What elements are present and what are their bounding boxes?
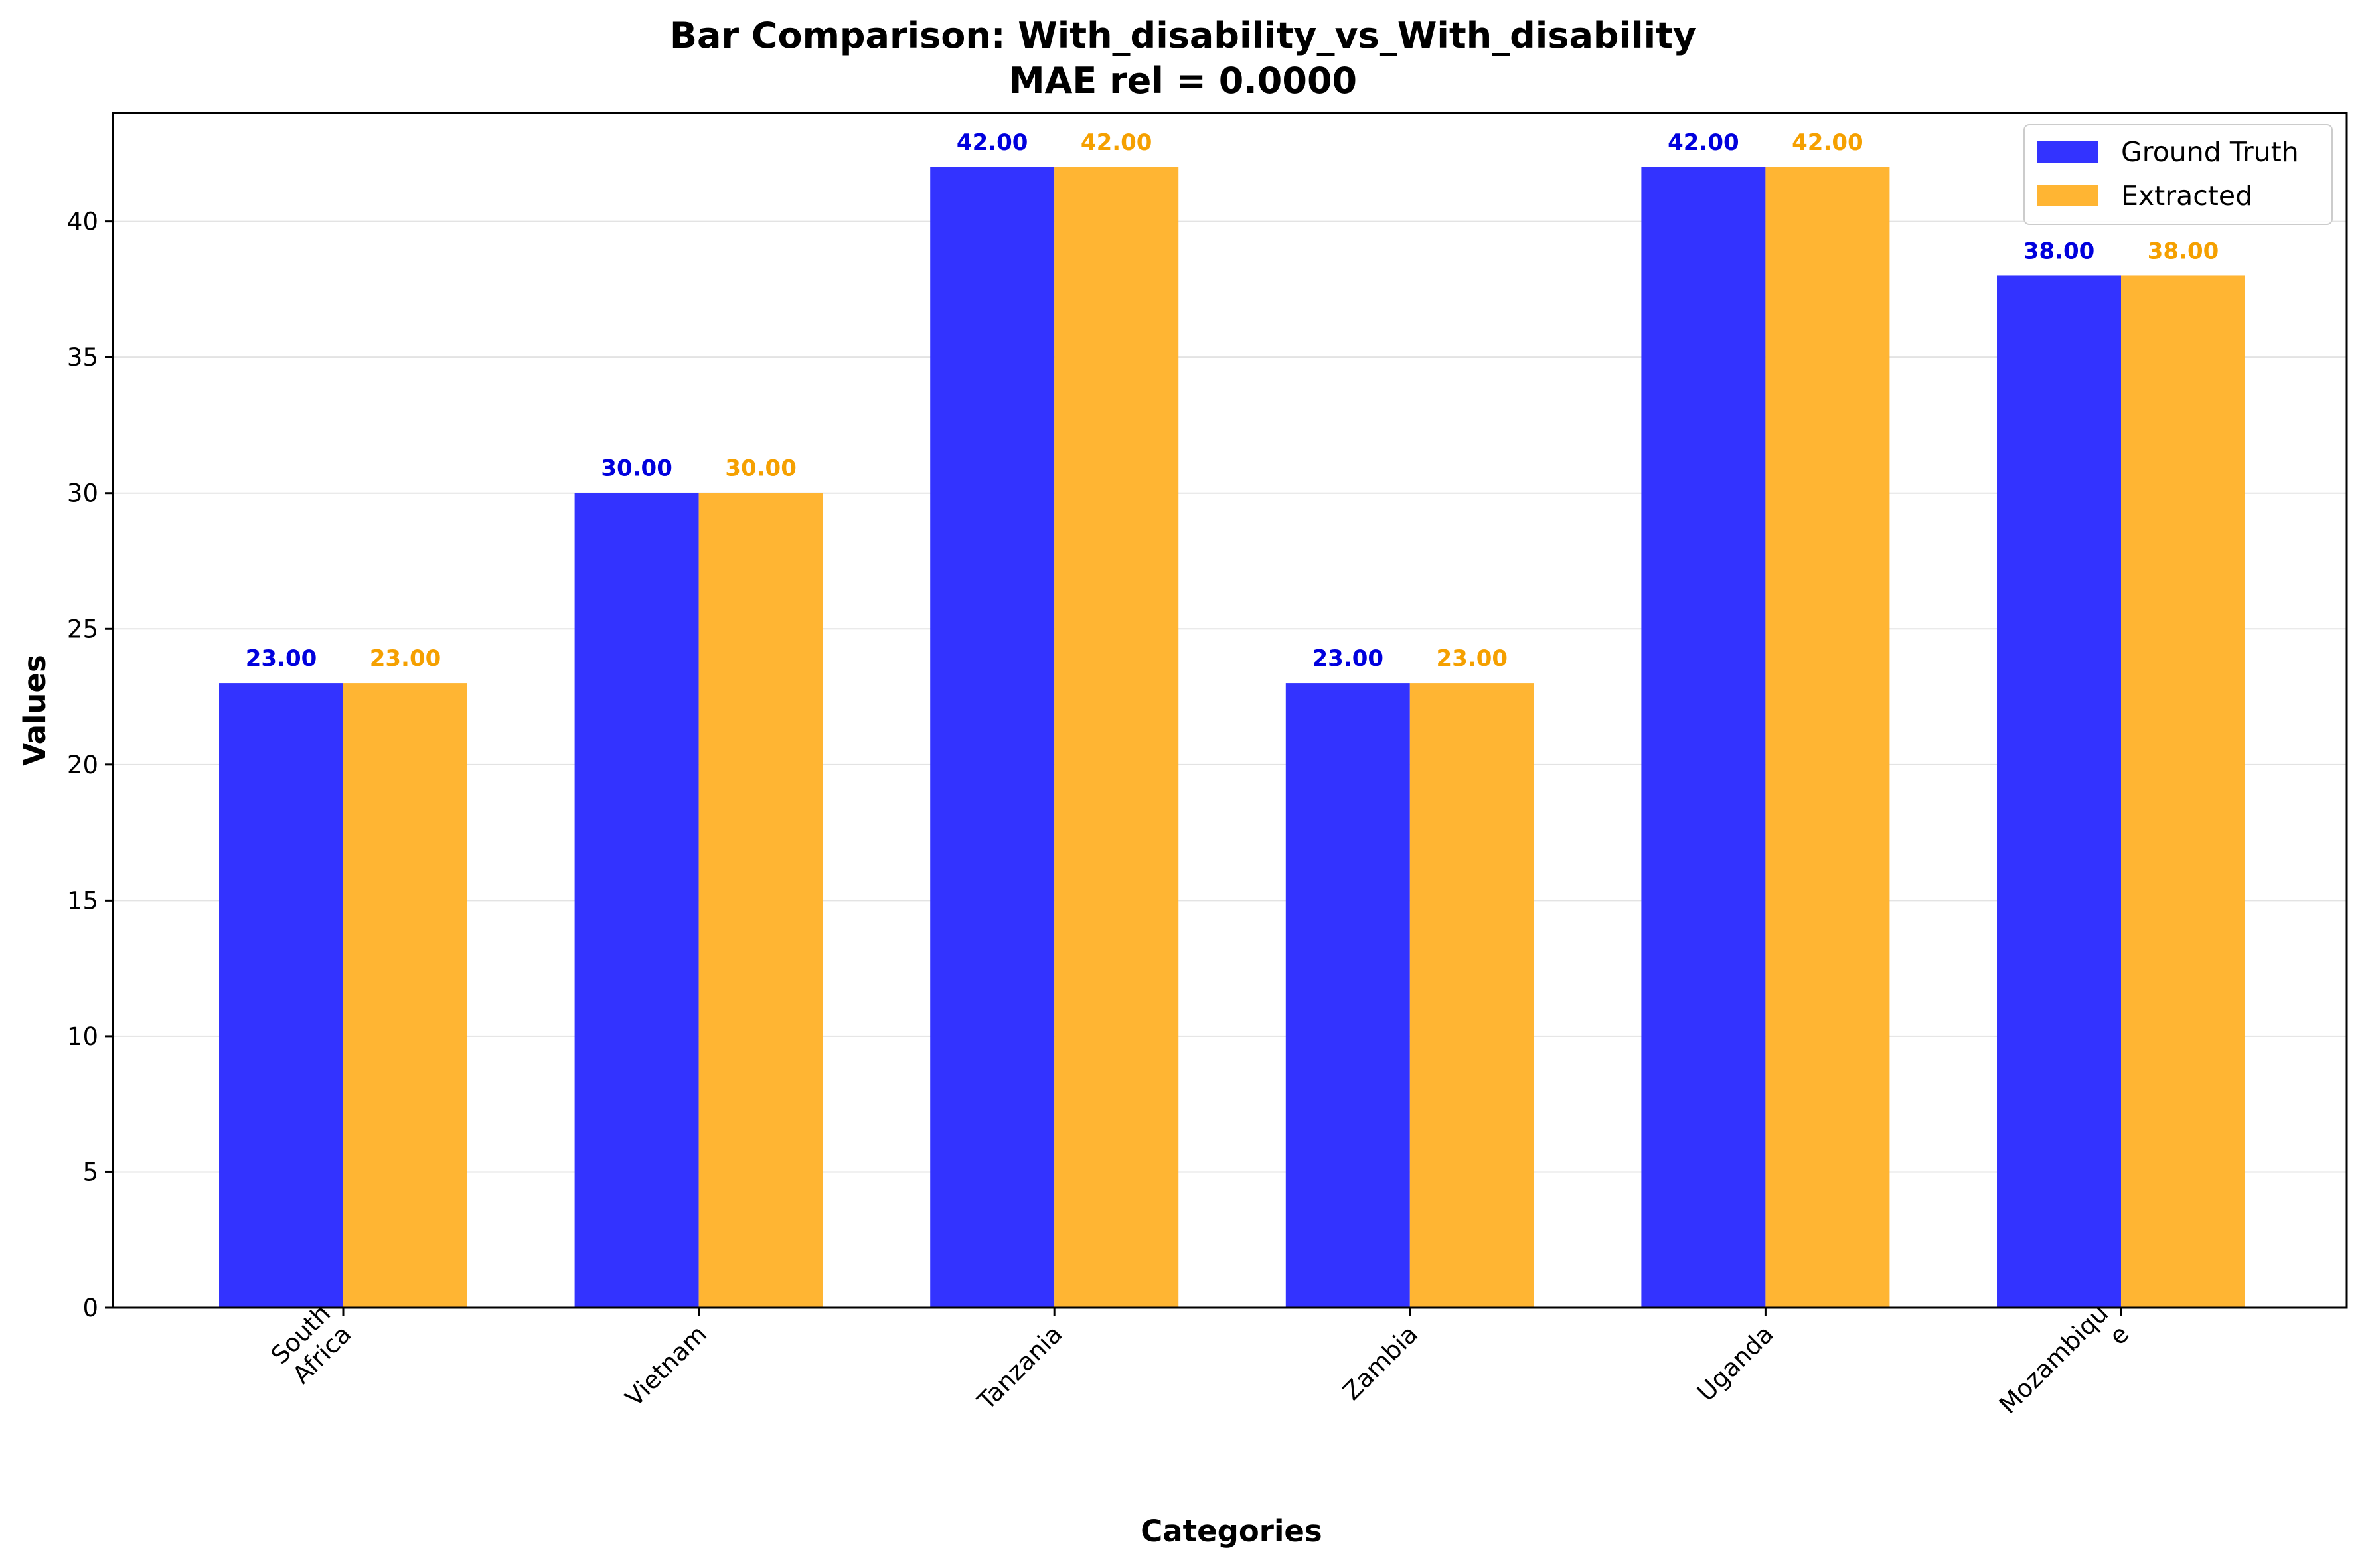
bar-value-label: 23.00 [246, 645, 317, 672]
bar-value-label: 38.00 [2148, 238, 2219, 264]
bar-ground-truth [1997, 275, 2121, 1308]
bars [219, 167, 2245, 1308]
bar-value-label: 23.00 [1437, 645, 1508, 672]
legend-label-extracted: Extracted [2121, 180, 2252, 212]
bar-extracted [1409, 683, 1534, 1308]
chart-title: Bar Comparison: With_disability_vs_With_… [670, 15, 1696, 56]
legend-label-ground-truth: Ground Truth [2121, 136, 2299, 168]
bar-extracted [343, 683, 467, 1308]
chart-subtitle: MAE rel = 0.0000 [1009, 60, 1357, 102]
bar-value-label: 30.00 [601, 455, 672, 482]
x-axis-title: Categories [1141, 1514, 1322, 1549]
y-tick-label: 20 [67, 751, 98, 779]
bar-value-label: 42.00 [957, 129, 1028, 156]
bar-value-label: 42.00 [1792, 129, 1863, 156]
y-tick-label: 5 [82, 1158, 98, 1186]
plot-area-frame [112, 112, 2348, 1309]
bar-extracted [1054, 167, 1179, 1308]
bar-value-label: 23.00 [370, 645, 441, 672]
y-axis-title: Values [17, 655, 52, 766]
bar-extracted [2121, 275, 2245, 1308]
bar-value-label: 38.00 [2023, 238, 2095, 264]
y-axis: 0 5 10 15 20 25 30 35 40 [67, 208, 113, 1322]
legend-box [2023, 124, 2333, 225]
y-tick-label: 30 [67, 479, 98, 508]
bar-extracted [698, 493, 823, 1308]
y-tick-label: 35 [67, 343, 98, 372]
bar-value-label: 42.00 [1081, 129, 1152, 156]
y-tick-label: 15 [67, 886, 98, 915]
legend-swatch-ground-truth [2037, 141, 2098, 163]
bar-ground-truth [1285, 683, 1410, 1308]
bar-extracted [1765, 167, 1890, 1308]
bar-ground-truth [1641, 167, 1766, 1308]
bar-ground-truth [574, 493, 699, 1308]
legend-swatch-extracted [2037, 185, 2098, 206]
y-tick-label: 10 [67, 1022, 98, 1051]
legend: Ground Truth Extracted [2023, 124, 2333, 225]
y-tick-label: 40 [67, 208, 98, 236]
bar-ground-truth [219, 683, 343, 1308]
bar-value-labels: 23.00 23.00 30.00 30.00 42.00 42.00 23.00 23.00… [246, 129, 2219, 672]
bar-value-label: 23.00 [1312, 645, 1384, 672]
bar-value-label: 42.00 [1668, 129, 1739, 156]
y-tick-label: 25 [67, 615, 98, 643]
bar-value-label: 30.00 [725, 455, 797, 482]
bar-ground-truth [930, 167, 1055, 1308]
y-tick-label: 0 [82, 1294, 98, 1322]
